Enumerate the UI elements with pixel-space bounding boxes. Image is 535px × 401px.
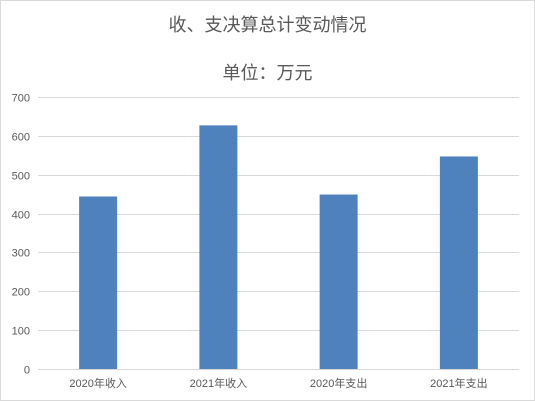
- bar: [199, 125, 238, 369]
- chart-subtitle: 单位：万元: [222, 63, 313, 84]
- bar: [319, 194, 358, 369]
- x-tick-label: 2020年收入: [69, 376, 126, 390]
- y-tick-label: 500: [12, 171, 30, 183]
- chart-title: 收、支决算总计变动情况: [168, 15, 367, 36]
- bar: [439, 156, 478, 369]
- y-tick-label: 600: [12, 132, 30, 144]
- y-tick-label: 700: [12, 93, 30, 105]
- y-tick-label: 100: [12, 326, 30, 338]
- bar: [79, 196, 118, 369]
- x-tick-label: 2021年支出: [430, 376, 487, 390]
- y-tick-label: 200: [12, 287, 30, 299]
- y-tick-label: 300: [12, 248, 30, 260]
- y-tick-label: 0: [24, 365, 30, 377]
- x-tick-label: 2021年收入: [190, 376, 247, 390]
- x-tick-label: 2020年支出: [310, 376, 367, 390]
- y-tick-label: 400: [12, 210, 30, 222]
